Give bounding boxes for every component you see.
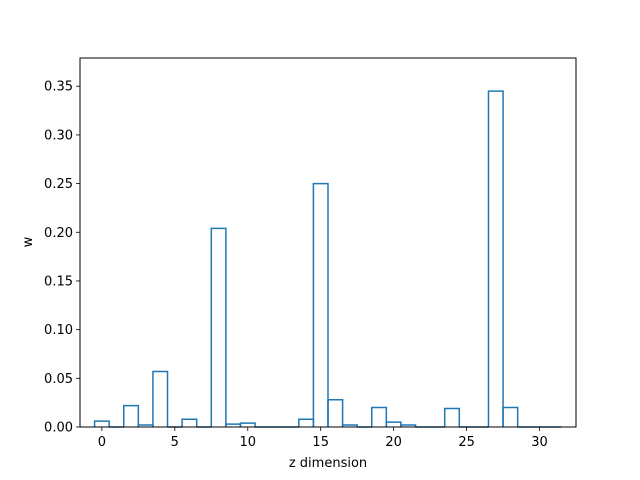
- histogram-bar: [327, 398, 344, 427]
- x-tick-label: 30: [531, 435, 548, 450]
- y-tick-label: 0.20: [44, 226, 73, 241]
- histogram-bar: [312, 182, 329, 427]
- x-axis-ticks: 0 5 10 15 20 25 30: [98, 427, 548, 450]
- histogram-bar: [181, 418, 198, 427]
- histogram-bar: [210, 227, 227, 427]
- y-tick-label: 0.25: [44, 177, 73, 192]
- histogram-bar: [239, 422, 256, 427]
- x-tick-label: 5: [171, 435, 179, 450]
- y-tick-label: 0.15: [44, 274, 73, 289]
- histogram-bar: [152, 370, 169, 427]
- y-tick-label: 0.10: [44, 323, 73, 338]
- x-tick-label: 25: [458, 435, 475, 450]
- histogram-bar: [371, 406, 388, 427]
- histogram-bar: [341, 424, 358, 427]
- histogram-bar: [400, 424, 417, 427]
- histogram-bar: [123, 404, 140, 427]
- histogram-bar: [443, 407, 461, 427]
- histogram-bar: [93, 420, 110, 427]
- y-tick-label: 0.00: [44, 421, 73, 436]
- x-tick-label: 10: [239, 435, 256, 450]
- y-tick-label: 0.05: [44, 372, 73, 387]
- y-tick-label: 0.35: [44, 80, 73, 95]
- x-axis-label: z dimension: [289, 456, 367, 471]
- y-axis-label: w: [21, 236, 36, 247]
- y-axis-ticks: 0.00 0.05 0.10 0.15 0.20 0.25 0.30 0.35: [44, 80, 80, 436]
- histogram-bar: [502, 406, 519, 427]
- x-tick-label: 0: [98, 435, 106, 450]
- axes-frame: [79, 57, 577, 428]
- histogram-bar: [487, 90, 504, 427]
- x-tick-label: 20: [385, 435, 402, 450]
- y-tick-label: 0.30: [44, 128, 73, 143]
- x-tick-label: 15: [312, 435, 329, 450]
